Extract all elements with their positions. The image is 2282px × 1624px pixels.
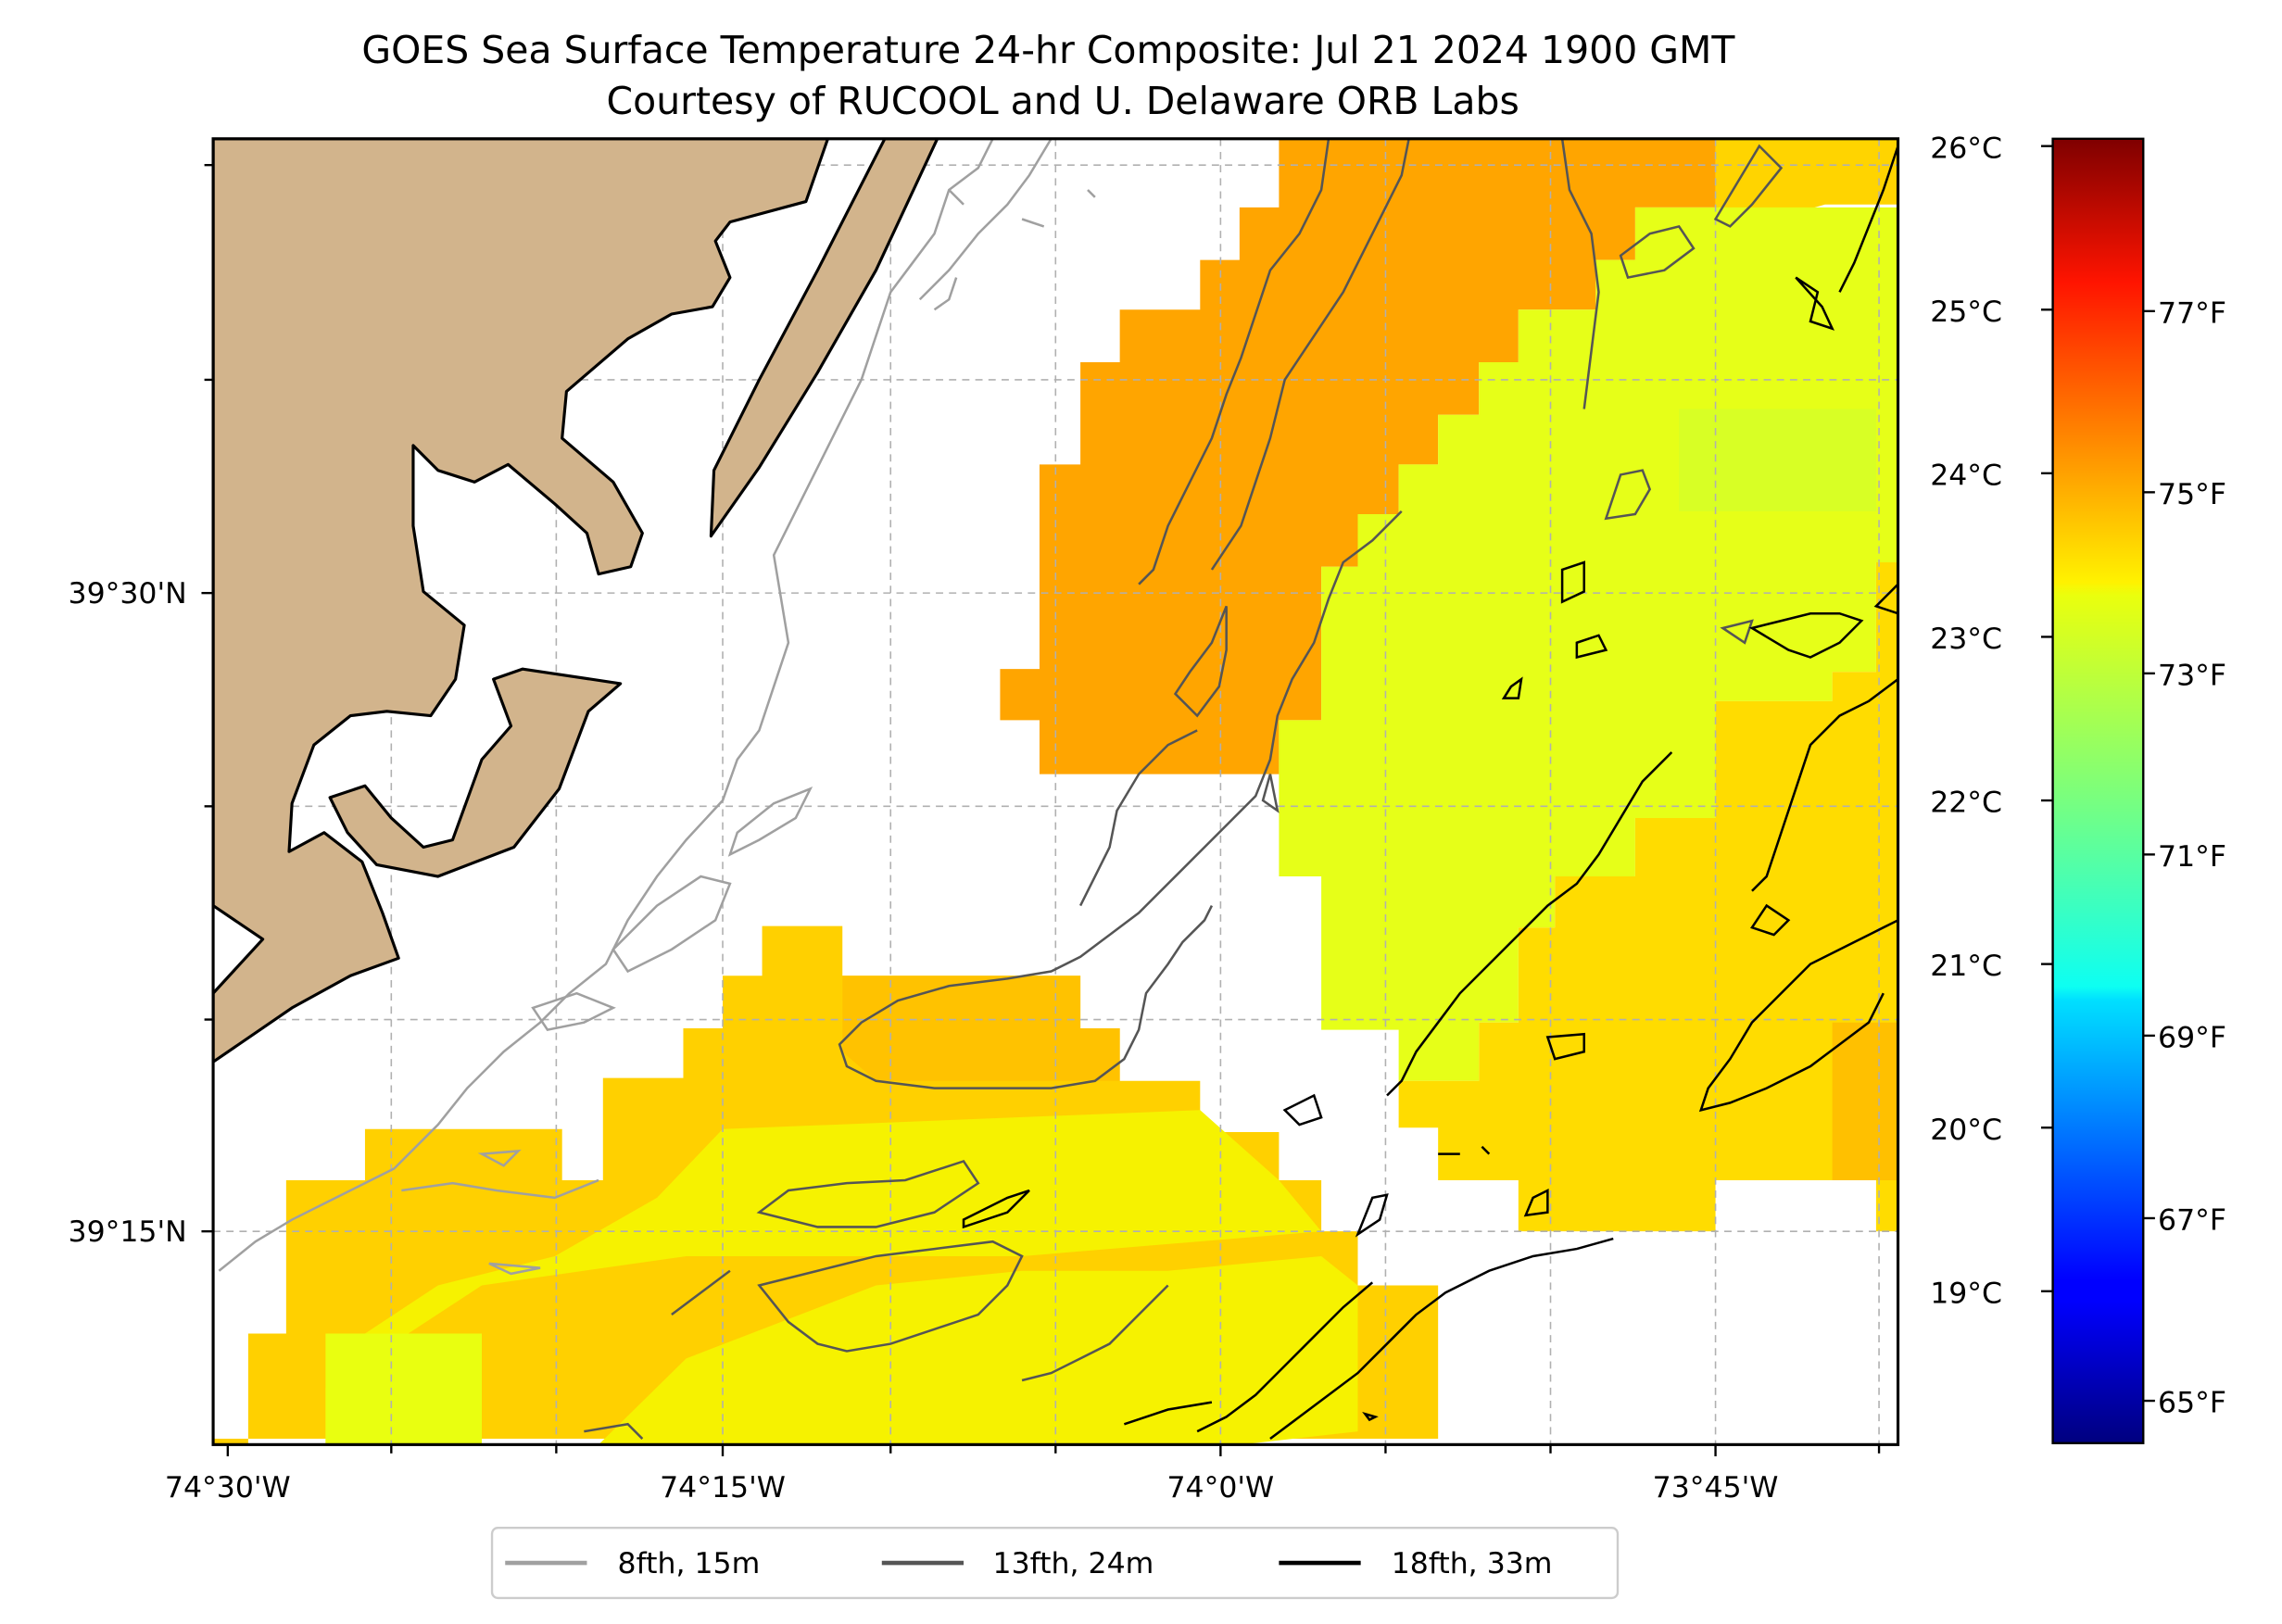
land-peninsula	[328, 667, 623, 878]
legend-label-13fth: 13fth, 24m	[993, 1547, 1154, 1580]
fahrenheit-tick-label: 69°F	[2158, 1021, 2226, 1054]
map-area	[213, 138, 1898, 1445]
colorbar-celsius-labels: 26°C 25°C 24°C 23°C 22°C 21°C 20°C 19°C	[1930, 132, 2002, 1310]
sst-patch-south-orange	[842, 976, 1120, 1081]
colorbar-fahrenheit-labels: 77°F 75°F 73°F 71°F 69°F 67°F 65°F	[2158, 296, 2226, 1419]
lat-tick-label: 39°15'N	[69, 1215, 187, 1249]
celsius-tick-label: 25°C	[1930, 296, 2002, 329]
celsius-tick-label: 24°C	[1930, 459, 2002, 492]
celsius-tick-label: 23°C	[1930, 623, 2002, 656]
lon-tick-label: 74°0'W	[1167, 1471, 1275, 1504]
celsius-tick-label: 22°C	[1930, 787, 2002, 820]
lon-tick-label: 73°45'W	[1653, 1471, 1779, 1504]
title-line-2: Courtesy of RUCOOL and U. Delaware ORB L…	[607, 79, 1519, 123]
fahrenheit-tick-label: 65°F	[2158, 1387, 2226, 1420]
sst-patch-orange-east	[1832, 1022, 1898, 1180]
celsius-tick-label: 21°C	[1930, 950, 2002, 983]
sst-patch-south-green	[325, 1333, 483, 1445]
fahrenheit-tick-label: 67°F	[2158, 1204, 2226, 1238]
sst-patch-yellow-east	[1398, 562, 1898, 1232]
legend: 8fth, 15m 13fth, 24m 18fth, 33m	[490, 1527, 1620, 1600]
contour-18fth-33m	[962, 145, 1898, 1441]
sst-patch-orange-north	[1000, 138, 1716, 774]
fahrenheit-tick-label: 77°F	[2158, 296, 2226, 330]
axis-ticks	[201, 163, 1881, 1456]
colorbar-celsius-ticks	[2040, 145, 2053, 1292]
lon-tick-label: 74°30'W	[165, 1471, 291, 1504]
land-barrier-island	[709, 138, 939, 538]
colorbar-fahrenheit-ticks	[2143, 309, 2155, 1403]
legend-box	[490, 1527, 1620, 1600]
legend-label-18fth: 18fth, 33m	[1392, 1547, 1553, 1580]
fahrenheit-tick-label: 75°F	[2158, 478, 2226, 511]
lat-tick-labels: 39°30'N 39°15'N	[69, 577, 187, 1249]
lat-tick-label: 39°30'N	[69, 577, 187, 611]
celsius-tick-label: 19°C	[1930, 1277, 2002, 1310]
sst-patch-south-light	[325, 1110, 1358, 1445]
celsius-tick-label: 26°C	[1930, 132, 2002, 165]
fahrenheit-tick-label: 71°F	[2158, 840, 2226, 874]
title-line-1: GOES Sea Surface Temperature 24-hr Compo…	[361, 28, 1735, 72]
land	[213, 138, 939, 1064]
contour-13fth-24m	[584, 138, 1784, 1440]
colorbar-gradient	[2051, 137, 2145, 1444]
legend-label-8fth: 8fth, 15m	[618, 1547, 761, 1580]
contour-8fth-15m	[218, 138, 1096, 1276]
lon-tick-labels: 74°30'W 74°15'W 74°0'W 73°45'W	[165, 1471, 1778, 1504]
lon-tick-label: 74°15'W	[660, 1471, 786, 1504]
sst-patch-green-core	[1679, 409, 1876, 511]
land-mainland	[213, 138, 830, 1064]
colorbar: 26°C 25°C 24°C 23°C 22°C 21°C 20°C 19°C …	[1930, 132, 2226, 1444]
celsius-tick-label: 20°C	[1930, 1114, 2002, 1147]
fahrenheit-tick-label: 73°F	[2158, 659, 2226, 692]
